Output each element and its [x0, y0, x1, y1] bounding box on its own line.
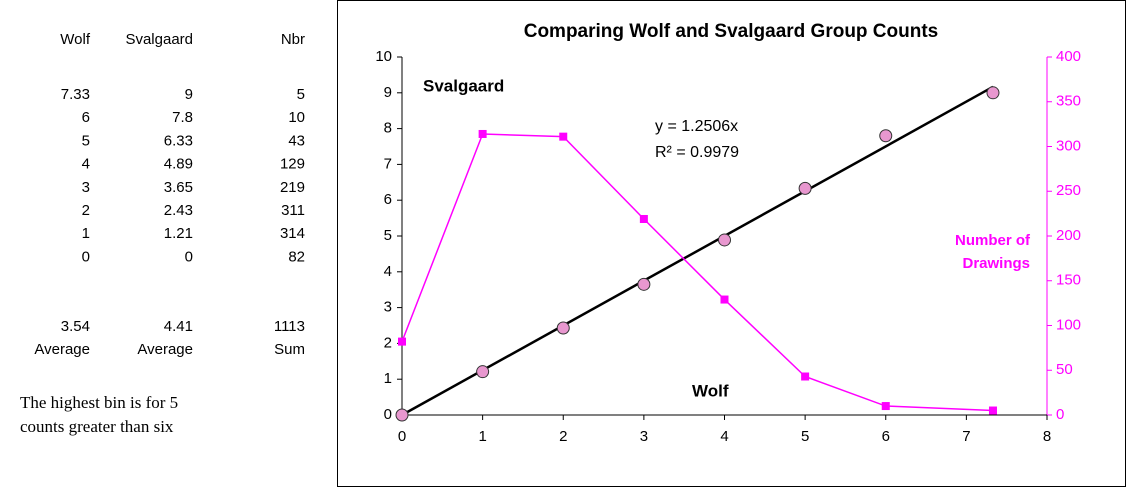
- x-axis-label: Wolf: [692, 381, 729, 400]
- point: [559, 132, 568, 141]
- point: [798, 181, 812, 195]
- table-cell: 4: [82, 156, 90, 173]
- table-cell: 9: [185, 86, 193, 103]
- point: [398, 337, 406, 346]
- table-cell: 7.8: [172, 109, 193, 126]
- point: [395, 408, 409, 422]
- table-cell: 1: [82, 225, 90, 242]
- y2-axis-label: Drawings: [962, 255, 1030, 272]
- trendline-equation: y = 1.2506x: [655, 118, 738, 135]
- y2-tick-label: 150: [1056, 272, 1081, 289]
- summary-label: Sum: [274, 341, 305, 358]
- chart-title: Comparing Wolf and Svalgaard Group Count…: [524, 21, 939, 42]
- point: [556, 321, 570, 335]
- y2-tick-label: 200: [1056, 227, 1081, 244]
- point: [718, 233, 731, 247]
- table-cell: 1.21: [164, 225, 193, 242]
- x-tick-label: 4: [720, 428, 728, 445]
- summary-value: 4.41: [164, 318, 193, 335]
- y-tick-label: 10: [375, 48, 392, 65]
- y-tick-label: 5: [384, 227, 392, 244]
- point: [637, 277, 651, 291]
- point: [988, 406, 997, 415]
- y-tick-label: 8: [384, 120, 392, 137]
- table-cell: 0: [82, 248, 90, 265]
- y2-tick-label: 50: [1056, 361, 1073, 378]
- table-cell: 311: [281, 202, 305, 219]
- table-cell: 10: [288, 109, 305, 126]
- summary-value: 3.54: [61, 318, 90, 335]
- x-tick-label: 7: [962, 428, 970, 445]
- y-axis-label: Svalgaard: [423, 76, 504, 95]
- x-tick-label: 0: [398, 428, 406, 445]
- x-tick-label: 3: [640, 428, 648, 445]
- table-cell: 4.89: [164, 156, 193, 173]
- point: [720, 295, 729, 304]
- table-cell: 82: [288, 248, 305, 265]
- summary-value: 1113: [274, 318, 305, 335]
- y2-tick-label: 350: [1056, 93, 1081, 110]
- table-cell: 43: [288, 132, 305, 149]
- trendline-r2: R² = 0.9979: [655, 144, 739, 161]
- x-tick-label: 5: [801, 428, 809, 445]
- table-cell: 219: [280, 179, 305, 196]
- x-tick-label: 1: [478, 428, 486, 445]
- table-cell: 3.65: [164, 179, 193, 196]
- y-tick-label: 2: [384, 334, 392, 351]
- y2-axis-label: Number of: [955, 232, 1031, 249]
- y-tick-label: 7: [384, 155, 392, 172]
- trendline: [401, 85, 994, 417]
- y2-tick-label: 250: [1056, 182, 1081, 199]
- point: [986, 86, 1000, 100]
- table-header: Wolf: [60, 31, 91, 48]
- table-cell: 2: [82, 202, 90, 219]
- point: [881, 402, 890, 411]
- table-cell: 3: [82, 179, 90, 196]
- y-tick-label: 6: [384, 191, 392, 208]
- table-cell: 6: [82, 109, 90, 126]
- table-cell: 0: [185, 248, 193, 265]
- table-header: Nbr: [281, 31, 305, 48]
- point: [801, 372, 810, 381]
- x-tick-label: 2: [559, 428, 567, 445]
- y-tick-label: 4: [384, 263, 392, 280]
- y-tick-label: 1: [384, 370, 392, 387]
- note: The highest bin is for 5: [20, 393, 178, 412]
- table-cell: 2.43: [164, 202, 193, 219]
- point: [478, 129, 487, 138]
- point: [879, 129, 893, 143]
- summary-label: Average: [137, 341, 193, 358]
- x-tick-label: 8: [1043, 428, 1051, 445]
- y2-tick-label: 100: [1056, 316, 1081, 333]
- table-cell: 129: [280, 156, 305, 173]
- y2-tick-label: 0: [1056, 406, 1064, 423]
- table-cell: 314: [280, 225, 305, 242]
- point: [476, 365, 490, 379]
- note: counts greater than six: [20, 417, 174, 436]
- y-tick-label: 9: [384, 84, 392, 101]
- point: [639, 214, 648, 223]
- y2-tick-label: 300: [1056, 137, 1081, 154]
- summary-label: Average: [34, 341, 90, 358]
- table-cell: 6.33: [164, 132, 193, 149]
- table-cell: 7.33: [61, 86, 90, 103]
- series-line: [401, 133, 994, 412]
- table-cell: 5: [297, 86, 305, 103]
- table-cell: 5: [82, 132, 90, 149]
- y-tick-label: 3: [384, 299, 392, 316]
- table-header: Svalgaard: [125, 31, 193, 48]
- y2-tick-label: 400: [1056, 48, 1081, 65]
- x-tick-label: 6: [882, 428, 890, 445]
- y-tick-label: 0: [384, 406, 392, 423]
